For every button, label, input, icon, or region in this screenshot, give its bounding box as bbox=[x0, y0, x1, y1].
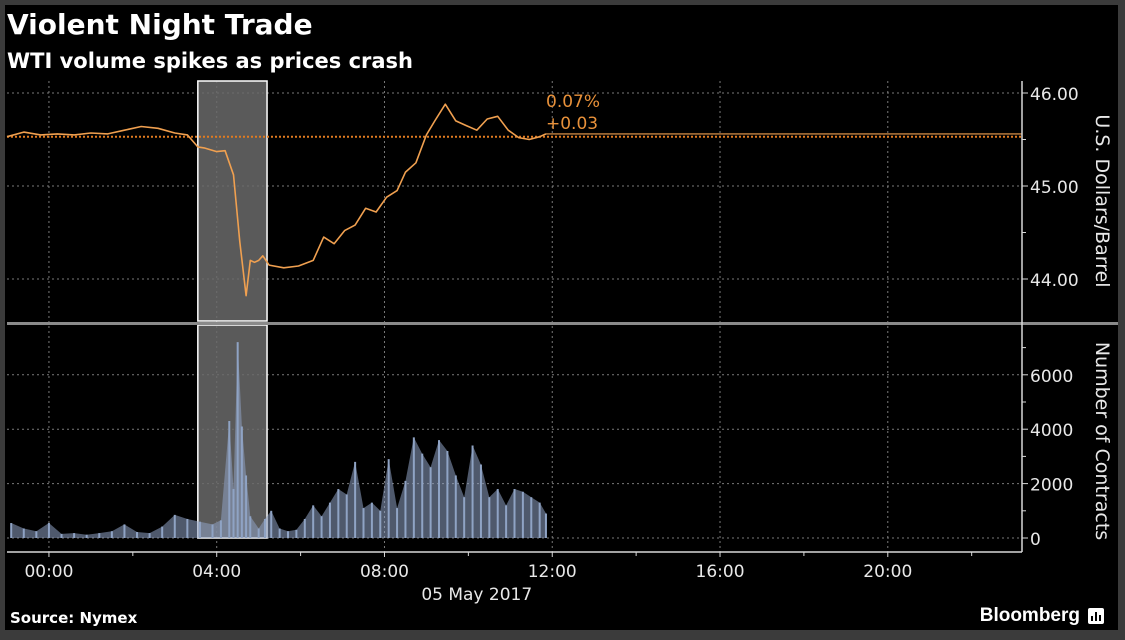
price-tick-label: 45.00 bbox=[1030, 178, 1079, 198]
date-label: 05 May 2017 bbox=[421, 585, 532, 605]
volume-axis-title: Number of Contracts bbox=[1091, 342, 1113, 540]
x-tick-label: 20:00 bbox=[863, 562, 912, 582]
bar-chart-icon bbox=[1088, 608, 1104, 624]
volume-area bbox=[11, 342, 547, 538]
bloomberg-logo: Bloomberg bbox=[980, 605, 1104, 627]
price-tick-label: 44.00 bbox=[1030, 271, 1079, 291]
volume-tick-label: 6000 bbox=[1030, 367, 1073, 387]
chart-title: Violent Night Trade bbox=[7, 8, 313, 41]
price-tick-label: 46.00 bbox=[1030, 85, 1079, 105]
x-tick-label: 08:00 bbox=[360, 562, 409, 582]
price-line bbox=[6, 103, 547, 297]
x-tick-label: 00:00 bbox=[24, 562, 73, 582]
abs-change-label: +0.03 bbox=[546, 114, 598, 134]
brand-name: Bloomberg bbox=[979, 605, 1080, 626]
panel-divider bbox=[7, 322, 1118, 325]
pct-change-label: 0.07% bbox=[546, 92, 600, 112]
x-tick-label: 04:00 bbox=[192, 562, 241, 582]
volume-tick-label: 0 bbox=[1030, 530, 1041, 550]
volume-tick-label: 2000 bbox=[1030, 476, 1073, 496]
chart-subtitle: WTI volume spikes as prices crash bbox=[7, 49, 413, 73]
volume-tick-label: 4000 bbox=[1030, 421, 1073, 441]
x-tick-label: 12:00 bbox=[528, 562, 577, 582]
source-note: Source: Nymex bbox=[10, 609, 138, 627]
price-axis-title: U.S. Dollars/Barrel bbox=[1091, 114, 1113, 287]
x-tick-label: 16:00 bbox=[696, 562, 745, 582]
highlight-box-price bbox=[197, 80, 268, 322]
